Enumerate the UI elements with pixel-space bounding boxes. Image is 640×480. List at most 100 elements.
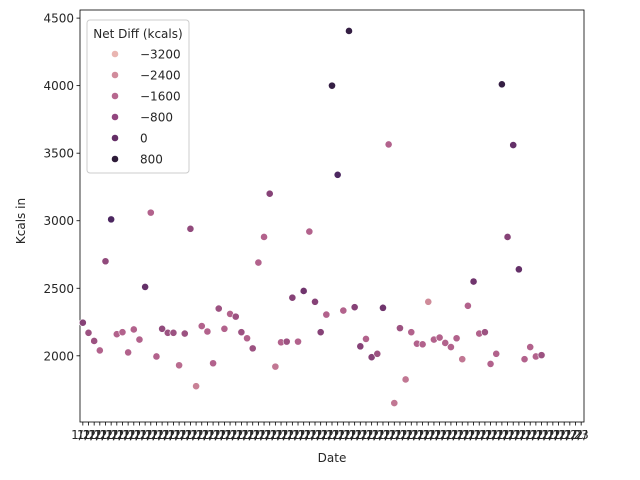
x-tick-label: 1/2/ [286, 428, 310, 442]
data-point [339, 306, 348, 315]
data-point [480, 328, 489, 337]
data-point [243, 334, 251, 343]
legend-title: Net Diff (kcals) [93, 27, 182, 41]
legend-label: −2400 [140, 69, 181, 83]
x-tick-label: 1/2/ [507, 428, 531, 442]
x-tick-label: 1/2/ [343, 428, 367, 442]
y-tick-label: 4000 [43, 79, 74, 93]
x-tick-label: 1/2/ [173, 428, 197, 442]
data-point [135, 335, 144, 344]
x-tick-label: 1/2/ [235, 428, 259, 442]
x-tick-label: 1/2/ [553, 428, 577, 442]
data-point [316, 328, 325, 337]
data-point [271, 362, 280, 371]
data-point [101, 257, 110, 266]
x-tick-label: 1/2/ [105, 428, 129, 442]
x-tick-label: 1/2/ [213, 428, 237, 442]
y-tick-label: 3500 [43, 147, 74, 161]
data-point [424, 297, 433, 306]
x-tick-label: 1/2/ [496, 428, 520, 442]
legend-box [86, 19, 190, 174]
data-point [95, 346, 104, 355]
x-tick-label: 1/2/ [241, 428, 265, 442]
data-point [384, 140, 393, 149]
x-tick-label: 1/2/ [275, 428, 299, 442]
x-tick-label: 1/2/ [184, 428, 208, 442]
x-tick-label: 1/2/ [445, 428, 469, 442]
x-tick-label: 1/2/ [451, 428, 475, 442]
data-point [129, 325, 138, 334]
data-point [260, 233, 268, 241]
data-point [294, 337, 302, 346]
data-point [328, 81, 336, 90]
legend-label: −800 [140, 111, 173, 125]
data-point [214, 304, 223, 313]
data-point [311, 297, 319, 306]
legend-marker [111, 50, 119, 58]
x-tick-label: 1/2/ [337, 428, 361, 442]
x-tick-label: 1/2/ [303, 428, 327, 442]
legend-marker [111, 113, 119, 121]
x-tick-label: 1/2/ [77, 428, 101, 442]
data-point [520, 355, 529, 364]
x-tick-label: 1/2/ [281, 428, 305, 442]
data-point [362, 335, 370, 343]
x-tick-label: 1/2/ [564, 428, 588, 442]
data-point [373, 349, 382, 358]
data-point [396, 324, 404, 333]
x-tick-label: 1/2/ [207, 428, 231, 442]
x-tick-label: 1/2/ [315, 428, 339, 442]
x-tick-label: 1/2/ [309, 428, 333, 442]
data-points [78, 27, 546, 407]
data-point [146, 208, 155, 217]
x-tick-label: 1/2/ [156, 428, 180, 442]
x-tick-label: 1/2/ [269, 428, 293, 442]
x-tick-label: 1/2/ [320, 428, 344, 442]
x-tick-label: 1/2/ [196, 428, 220, 442]
data-point [350, 303, 359, 312]
x-tick-label: 1/2/ [383, 428, 407, 442]
y-tick-label: 4500 [43, 12, 74, 26]
data-point [118, 328, 127, 337]
data-point [514, 265, 523, 274]
x-tick-label: 1/2/ [519, 428, 543, 442]
data-point [464, 301, 472, 310]
x-tick-label: 1/2/ [264, 428, 288, 442]
data-point [186, 224, 195, 233]
data-point [345, 27, 353, 35]
data-point [141, 283, 150, 291]
y-tick-label: 2500 [43, 282, 74, 296]
data-point [537, 351, 546, 360]
x-tick-label: 1/2/ [162, 428, 186, 442]
data-point [447, 343, 455, 351]
data-point [418, 340, 427, 349]
data-point [220, 324, 229, 333]
x-tick-label: 1/2/ [150, 428, 174, 442]
x-tick-label: 1/2/ [111, 428, 135, 442]
data-point [180, 329, 189, 338]
y-axis: 2000 2500 3000 3500 4000 4500 [43, 12, 80, 363]
data-point [356, 342, 365, 351]
x-tick-label: 1/2/ [292, 428, 316, 442]
data-point [90, 337, 99, 345]
x-tick-label: 1/2/ [326, 428, 350, 442]
data-point [333, 170, 342, 179]
x-tick-label: 1/2/ [422, 428, 446, 442]
x-tick-label: 1/2/ [349, 428, 373, 442]
data-point [492, 349, 501, 358]
x-tick-label: 1/2/ [377, 428, 401, 442]
legend-label: −1600 [140, 90, 181, 104]
data-point [265, 189, 274, 198]
data-point [203, 327, 212, 336]
x-tick-label: 1/2/ [513, 428, 537, 442]
data-point [401, 375, 410, 384]
x-tick-label: 1/2/ [411, 428, 435, 442]
data-point [152, 352, 161, 361]
x-tick-label: 1/2/ [298, 428, 322, 442]
data-point [305, 227, 314, 236]
legend-items: −3200 −2400 −1600 −800 0 800 [111, 48, 181, 167]
x-tick-label: 1/2/ [122, 428, 146, 442]
data-point [175, 361, 184, 370]
x-tick-label-band: 1/2/1/2/1/2/1/2/1/2/1/2/1/2/1/2/1/2/1/2/… [71, 428, 589, 442]
data-point [526, 343, 535, 351]
